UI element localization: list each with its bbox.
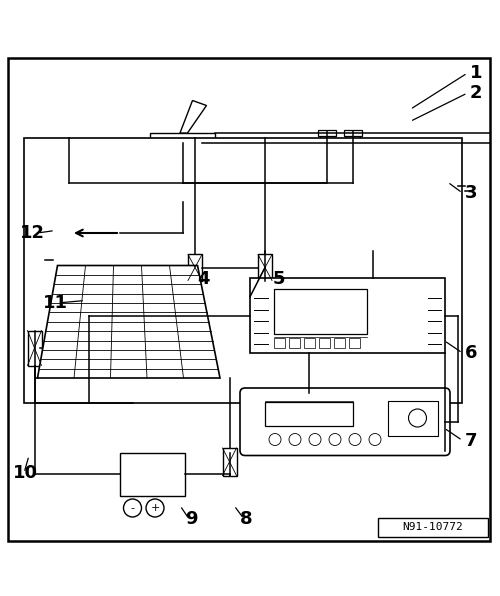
Bar [318, 129, 336, 135]
Bar [46, 247, 52, 253]
Circle shape [349, 433, 361, 445]
Circle shape [289, 160, 301, 172]
Text: 12: 12 [20, 224, 45, 242]
Circle shape [408, 409, 426, 427]
Text: 1: 1 [470, 64, 482, 82]
Bar [28, 331, 42, 365]
Circle shape [309, 433, 321, 445]
Circle shape [146, 499, 164, 517]
Text: N91-10772: N91-10772 [402, 523, 463, 532]
Bar [344, 129, 361, 135]
Bar [37, 238, 44, 244]
Bar [55, 238, 62, 244]
Bar [46, 238, 52, 244]
Circle shape [369, 433, 381, 445]
Circle shape [174, 184, 192, 202]
Circle shape [329, 433, 341, 445]
Bar [258, 254, 272, 281]
Bar [222, 448, 236, 476]
Bar [320, 135, 334, 151]
Text: -: - [130, 503, 134, 513]
Circle shape [444, 229, 456, 241]
Text: 4: 4 [198, 270, 210, 288]
Text: 9: 9 [185, 510, 198, 528]
Bar [274, 338, 285, 348]
Bar [24, 138, 462, 403]
Bar [338, 178, 417, 233]
Bar [36, 203, 62, 221]
Bar [120, 453, 185, 495]
Bar [334, 338, 345, 348]
Text: 8: 8 [240, 510, 252, 528]
Circle shape [289, 433, 301, 445]
Text: 2: 2 [470, 84, 482, 102]
Bar [37, 229, 44, 235]
Bar [349, 338, 360, 348]
Text: 5: 5 [272, 270, 285, 288]
Bar [265, 402, 352, 426]
Bar [378, 518, 488, 537]
Bar [37, 247, 44, 253]
Circle shape [124, 499, 142, 517]
Bar [250, 278, 445, 353]
Text: 6: 6 [465, 344, 477, 362]
FancyBboxPatch shape [26, 197, 72, 269]
Bar [289, 338, 300, 348]
Text: 7: 7 [465, 432, 477, 449]
Bar [46, 229, 52, 235]
Bar [288, 151, 458, 250]
Circle shape [289, 229, 301, 241]
Circle shape [269, 433, 281, 445]
Bar [55, 247, 62, 253]
Bar [319, 338, 330, 348]
Text: 3: 3 [465, 184, 477, 202]
Polygon shape [38, 265, 220, 378]
Polygon shape [180, 101, 206, 133]
Circle shape [444, 160, 456, 172]
Bar [346, 135, 360, 151]
Bar [388, 401, 438, 436]
Bar [304, 338, 315, 348]
FancyBboxPatch shape [240, 388, 450, 455]
Bar [274, 289, 366, 334]
Bar [150, 133, 215, 143]
Bar [188, 254, 202, 281]
Text: +: + [150, 503, 160, 513]
Bar [55, 229, 62, 235]
Text: 10: 10 [12, 464, 38, 482]
Text: 11: 11 [42, 294, 68, 312]
